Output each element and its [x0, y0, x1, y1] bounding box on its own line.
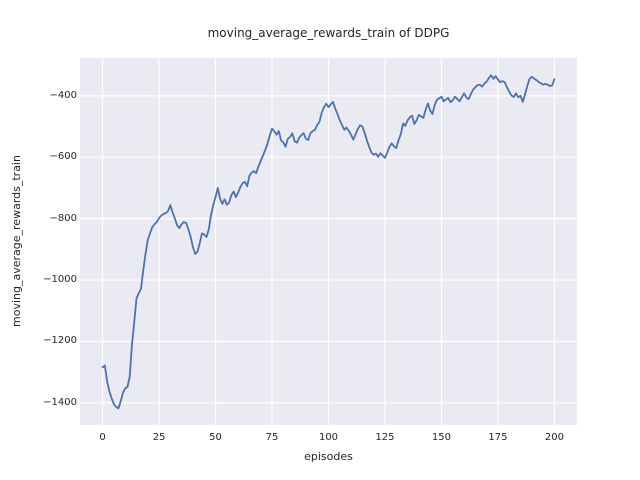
x-tick-label: 25	[152, 432, 166, 443]
y-tick-label: −800	[49, 212, 77, 224]
y-tick-label: −600	[49, 151, 77, 163]
chart-svg	[80, 58, 577, 425]
chart-title: moving_average_rewards_train of DDPG	[207, 26, 450, 40]
x-axis-label: episodes	[304, 450, 353, 463]
data-line-layer	[101, 74, 556, 410]
x-tick-label: 150	[431, 432, 451, 443]
x-tick-label: 75	[265, 432, 279, 443]
y-tick-label: −1200	[43, 335, 77, 347]
y-tick-label: −1000	[43, 274, 77, 286]
x-tick-label: 125	[375, 432, 395, 443]
x-tick-label: 175	[488, 432, 508, 443]
y-tick-label: −1400	[43, 396, 77, 408]
gridlines	[80, 58, 577, 425]
y-axis-label-text: moving_average_rewards_train	[10, 155, 23, 327]
x-tick-label: 50	[209, 432, 222, 443]
data-line-moving_average_rewards_train	[101, 74, 556, 410]
y-tick-label: −400	[49, 89, 77, 101]
x-tick-label: 0	[99, 432, 106, 443]
plot-area	[80, 58, 577, 425]
x-tick-label: 100	[318, 432, 339, 443]
x-tick-label: 200	[544, 432, 564, 443]
